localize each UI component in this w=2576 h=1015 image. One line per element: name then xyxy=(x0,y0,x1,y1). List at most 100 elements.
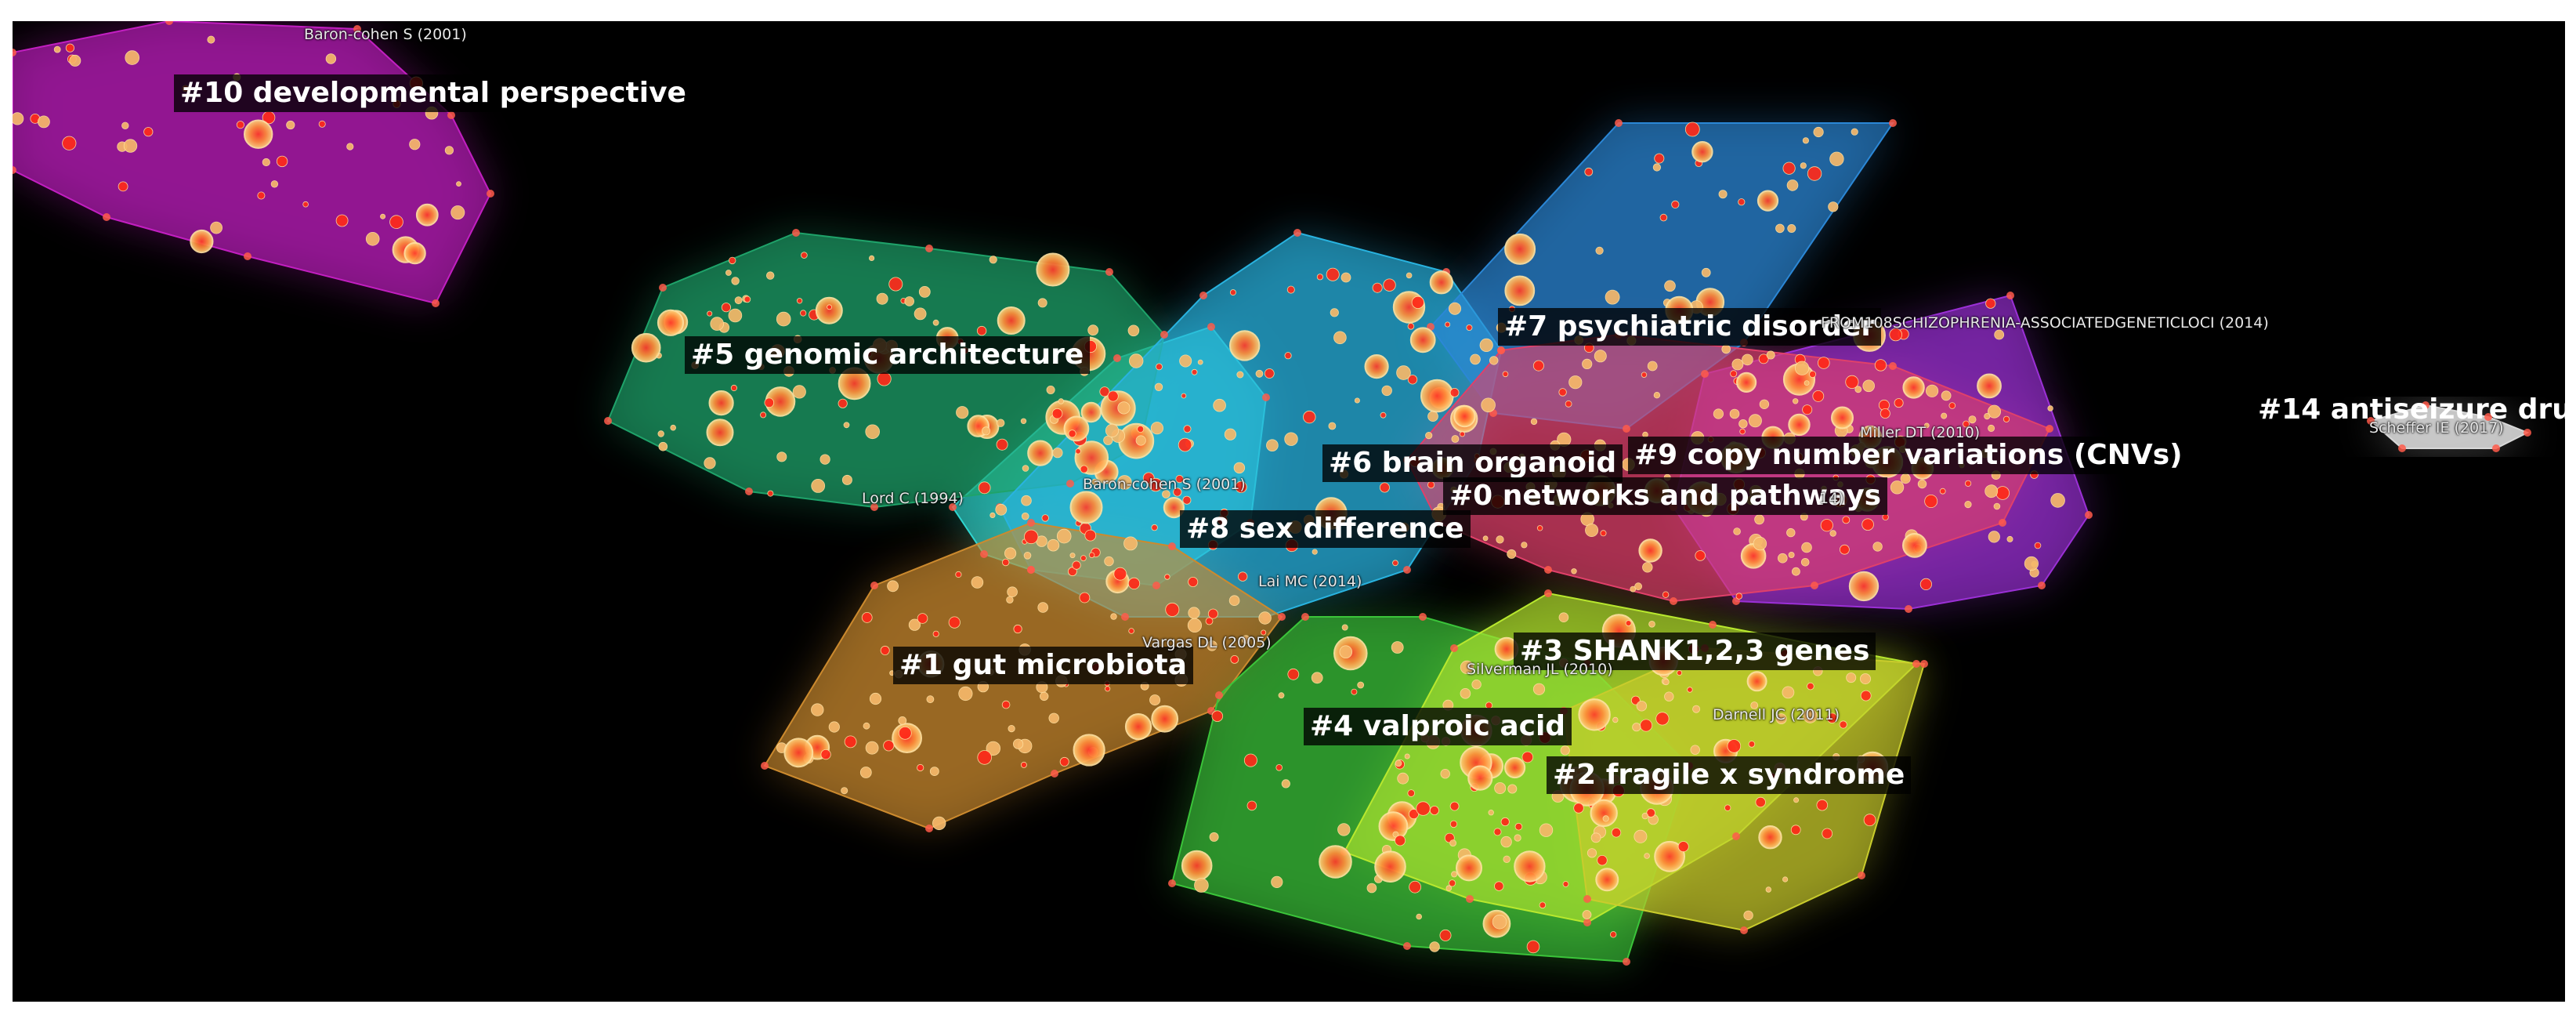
citation-node[interactable] xyxy=(1439,929,1452,941)
citation-node[interactable] xyxy=(721,303,732,313)
reference-label[interactable]: 14) xyxy=(1819,490,1844,507)
citation-node[interactable] xyxy=(1874,359,1887,372)
citation-node[interactable] xyxy=(1636,701,1648,712)
citation-node[interactable] xyxy=(1392,831,1399,838)
citation-node[interactable] xyxy=(1988,531,2000,543)
citation-node[interactable] xyxy=(1080,555,1087,561)
citation-node[interactable] xyxy=(764,397,775,408)
citation-node[interactable] xyxy=(865,424,880,440)
citation-node[interactable] xyxy=(1993,502,2001,510)
citation-node[interactable] xyxy=(1600,530,1607,537)
citation-node[interactable] xyxy=(1532,360,1544,372)
citation-node[interactable] xyxy=(1730,370,1738,378)
citation-node[interactable] xyxy=(1407,322,1415,330)
citation-node[interactable] xyxy=(1460,687,1471,699)
citation-node[interactable] xyxy=(1890,480,1905,495)
citation-node[interactable] xyxy=(1429,806,1439,816)
citation-node[interactable] xyxy=(1354,397,1360,404)
citation-node[interactable] xyxy=(1420,379,1454,413)
citation-node[interactable] xyxy=(1640,719,1653,732)
citation-node[interactable] xyxy=(1590,832,1601,843)
citation-node[interactable] xyxy=(776,451,787,462)
citation-node[interactable] xyxy=(1977,373,2002,399)
citation-node[interactable] xyxy=(1449,839,1456,846)
citation-node[interactable] xyxy=(302,201,309,208)
citation-node[interactable] xyxy=(1207,608,1218,619)
citation-node[interactable] xyxy=(1941,412,1948,419)
citation-node[interactable] xyxy=(876,292,888,305)
citation-node[interactable] xyxy=(1230,655,1239,664)
citation-node[interactable] xyxy=(1507,784,1518,794)
citation-node[interactable] xyxy=(1829,151,1844,167)
citation-node[interactable] xyxy=(1514,834,1521,842)
citation-node[interactable] xyxy=(1718,190,1728,199)
citation-node[interactable] xyxy=(861,612,873,623)
citation-node[interactable] xyxy=(1364,354,1389,379)
citation-node[interactable] xyxy=(989,256,997,264)
citation-node[interactable] xyxy=(1091,478,1098,486)
citation-node[interactable] xyxy=(1088,552,1095,558)
citation-node[interactable] xyxy=(1558,612,1569,622)
citation-node[interactable] xyxy=(1027,440,1054,466)
citation-node[interactable] xyxy=(1802,404,1813,415)
citation-node[interactable] xyxy=(1481,397,1496,413)
cluster-label-3[interactable]: #3 SHANK1,2,3 genes xyxy=(1514,633,1876,670)
citation-node[interactable] xyxy=(1765,886,1771,893)
citation-node[interactable] xyxy=(1842,516,1851,524)
citation-node[interactable] xyxy=(1521,751,1534,763)
citation-node[interactable] xyxy=(1861,518,1874,531)
citation-node[interactable] xyxy=(2024,556,2039,571)
citation-node[interactable] xyxy=(729,256,736,265)
citation-node[interactable] xyxy=(409,139,421,150)
citation-node[interactable] xyxy=(1755,796,1766,808)
citation-node[interactable] xyxy=(1241,635,1250,644)
citation-node[interactable] xyxy=(1124,713,1152,741)
citation-node[interactable] xyxy=(1449,801,1460,811)
citation-node[interactable] xyxy=(1151,705,1179,733)
cluster-label-7[interactable]: #7 psychiatric disorder xyxy=(1498,308,1882,346)
citation-node[interactable] xyxy=(1213,398,1226,412)
citation-node[interactable] xyxy=(1316,274,1324,281)
citation-node[interactable] xyxy=(1339,645,1353,658)
citation-node[interactable] xyxy=(1605,289,1620,305)
citation-node[interactable] xyxy=(1736,372,1757,393)
citation-node[interactable] xyxy=(1113,567,1127,581)
citation-node[interactable] xyxy=(1224,428,1237,440)
reference-label[interactable]: Lord C (1994) xyxy=(862,490,964,507)
citation-node[interactable] xyxy=(1758,825,1782,850)
citation-node[interactable] xyxy=(898,716,907,725)
citation-node[interactable] xyxy=(1165,602,1180,617)
citation-node[interactable] xyxy=(335,214,349,227)
citation-node[interactable] xyxy=(796,298,803,304)
citation-node[interactable] xyxy=(1729,408,1740,419)
citation-node[interactable] xyxy=(1792,398,1799,404)
citation-node[interactable] xyxy=(1900,473,1911,484)
citation-node[interactable] xyxy=(932,816,946,831)
citation-node[interactable] xyxy=(1425,431,1433,440)
citation-node[interactable] xyxy=(1052,448,1063,459)
citation-node[interactable] xyxy=(1073,734,1105,767)
citation-node[interactable] xyxy=(1713,408,1724,419)
citation-node[interactable] xyxy=(1154,382,1163,392)
citation-node[interactable] xyxy=(827,304,832,310)
cluster-label-14[interactable]: #14 antiseizure drug xyxy=(2258,393,2565,426)
citation-node[interactable] xyxy=(1395,759,1402,767)
citation-node[interactable] xyxy=(1504,275,1536,306)
citation-node[interactable] xyxy=(1539,901,1547,909)
citation-node[interactable] xyxy=(1731,358,1744,371)
citation-node[interactable] xyxy=(766,271,775,280)
citation-node[interactable] xyxy=(926,695,935,704)
citation-node[interactable] xyxy=(1788,413,1811,437)
citation-node[interactable] xyxy=(1404,753,1410,759)
citation-node[interactable] xyxy=(1494,881,1504,891)
citation-node[interactable] xyxy=(1948,402,1956,409)
citation-node[interactable] xyxy=(1037,298,1047,308)
citation-node[interactable] xyxy=(1609,931,1617,938)
citation-node[interactable] xyxy=(1939,488,1946,495)
citation-node[interactable] xyxy=(1058,398,1064,404)
citation-node[interactable] xyxy=(1378,811,1409,841)
citation-node[interactable] xyxy=(1328,422,1337,430)
citation-node[interactable] xyxy=(1429,270,1453,295)
citation-node[interactable] xyxy=(1502,371,1509,378)
citation-node[interactable] xyxy=(1489,356,1499,365)
